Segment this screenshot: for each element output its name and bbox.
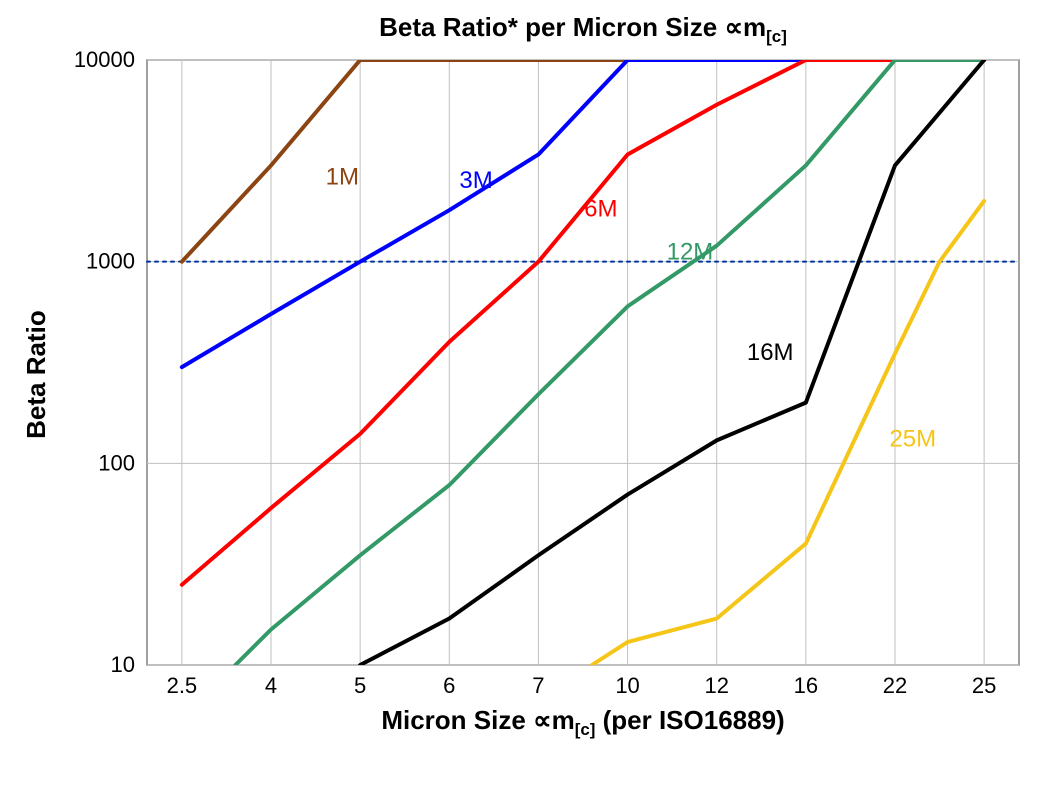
y-tick-label: 10000 bbox=[74, 47, 135, 72]
x-tick-label: 16 bbox=[794, 673, 818, 698]
chart-svg: 1M 3M 6M 12M 16M 25M 2.5 4 5 6 7 10 12 16 22 25 10 100 100… bbox=[0, 0, 1056, 792]
x-tick-label: 22 bbox=[883, 673, 907, 698]
series-label: 16M bbox=[747, 339, 794, 366]
beta-ratio-chart: 1M 3M 6M 12M 16M 25M 2.5 4 5 6 7 10 12 16 22 25 10 100 100… bbox=[0, 0, 1056, 792]
x-tick-label: 4 bbox=[265, 673, 277, 698]
x-tick-label: 5 bbox=[354, 673, 366, 698]
x-tick-label: 25 bbox=[972, 673, 996, 698]
series-label: 1M bbox=[326, 163, 359, 190]
x-tick-label: 10 bbox=[615, 673, 639, 698]
series-label: 6M bbox=[584, 196, 617, 223]
x-tick-label: 2.5 bbox=[167, 673, 198, 698]
y-tick-label: 100 bbox=[98, 450, 135, 475]
y-tick-label: 10 bbox=[111, 652, 135, 677]
x-tick-label: 7 bbox=[532, 673, 544, 698]
y-axis-label: Beta Ratio bbox=[21, 310, 51, 439]
series-label: 3M bbox=[459, 167, 492, 194]
series-label: 12M bbox=[667, 239, 714, 266]
y-tick-label: 1000 bbox=[86, 249, 135, 274]
series-label: 25M bbox=[889, 426, 936, 453]
chart-title: Beta Ratio* per Micron Size ∝m[c] bbox=[379, 12, 787, 46]
x-tick-label: 12 bbox=[704, 673, 728, 698]
x-tick-label: 6 bbox=[443, 673, 455, 698]
